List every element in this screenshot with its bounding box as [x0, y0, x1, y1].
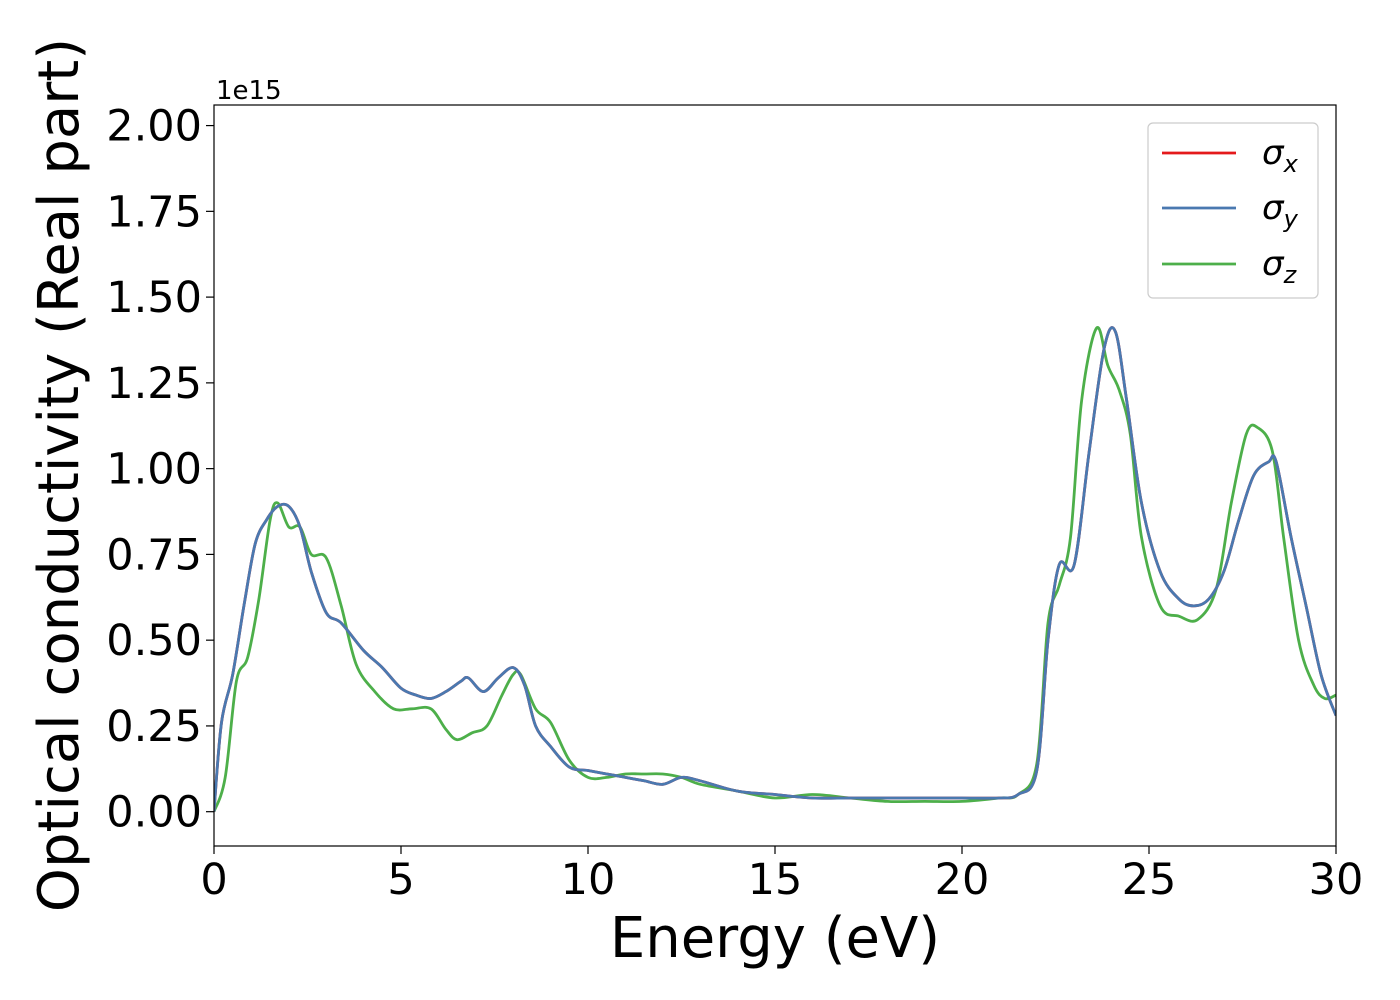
y-axis-label: Optical conductivity (Real part)	[27, 38, 92, 912]
y-tick-label: 1.25	[106, 359, 202, 409]
y-tick-label: 1.00	[106, 445, 202, 495]
x-tick-label: 15	[748, 855, 803, 905]
legend-label-z: σz	[1262, 244, 1298, 289]
series-line-z	[214, 326, 1336, 813]
x-tick-label: 30	[1309, 855, 1364, 905]
legend-label-x: σx	[1262, 133, 1299, 178]
y-tick-label: 0.00	[106, 788, 202, 838]
y-tick-label: 0.75	[106, 530, 202, 580]
y-offset-label: 1e15	[216, 76, 282, 106]
x-tick-label: 25	[1122, 855, 1177, 905]
legend-box	[1147, 122, 1319, 299]
y-tick-label: 2.00	[106, 102, 202, 152]
legend: σx σy σz	[1147, 122, 1319, 299]
x-tick-label: 20	[935, 855, 990, 905]
x-tick-label: 10	[561, 855, 616, 905]
y-tick-label: 0.50	[106, 616, 202, 666]
x-axis-label: Energy (eV)	[610, 906, 940, 971]
y-axis: 0.00 0.25 0.50 0.75 1.00 1.25 1.50 1.75 2.00	[106, 102, 214, 838]
y-tick-label: 1.50	[106, 273, 202, 323]
x-axis: 0 5 10 15 20 25 30	[200, 846, 1363, 905]
y-tick-label: 1.75	[106, 187, 202, 237]
x-tick-label: 0	[200, 855, 227, 905]
x-tick-label: 5	[387, 855, 414, 905]
y-tick-label: 0.25	[106, 702, 202, 752]
series-layer	[214, 326, 1336, 813]
series-line-y	[214, 326, 1336, 812]
legend-label-y: σy	[1262, 188, 1299, 233]
